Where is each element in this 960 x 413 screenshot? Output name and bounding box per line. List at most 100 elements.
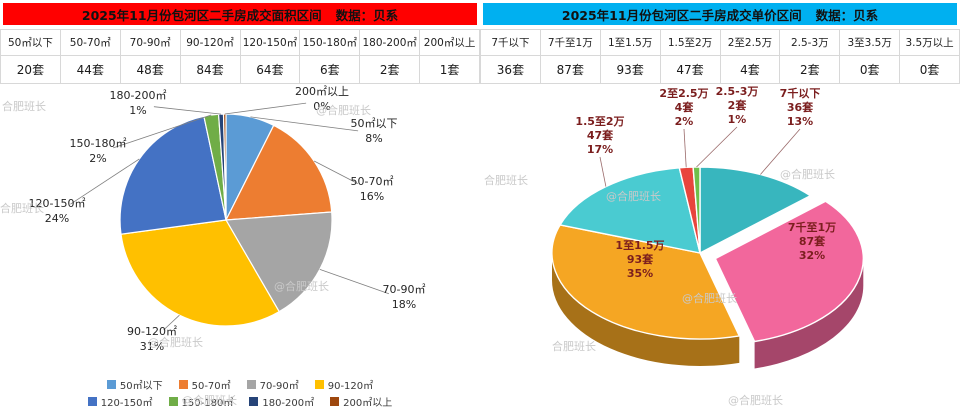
legend-label: 50-70㎡ [191, 381, 231, 392]
legend-label: 90-120㎡ [327, 381, 374, 392]
count-cell: 47套 [659, 55, 721, 84]
slice-label: 90-120㎡ [127, 325, 177, 338]
legend-label: 150-180㎡ [181, 398, 234, 409]
category-cell: 2.5-3万 [779, 29, 841, 56]
legend-row: 120-150㎡ 150-180㎡ 180-200㎡ 200㎡以上 [87, 394, 392, 409]
count-cell: 2套 [779, 55, 841, 84]
label-leader-line [313, 160, 358, 184]
slice-label: 2.5-3万 [716, 85, 759, 98]
legend-item: 90-120㎡ [314, 377, 374, 392]
category-cell: 50-70㎡ [59, 29, 121, 56]
slice-label: 24% [45, 212, 69, 225]
slice-label: 4套 [675, 100, 695, 114]
pie-slice [714, 200, 864, 343]
legend-swatch-icon [106, 380, 116, 389]
count-cell: 44套 [59, 55, 121, 84]
count-cell: 6套 [299, 55, 361, 84]
legend-item: 70-90㎡ [246, 377, 299, 392]
legend-label: 70-90㎡ [259, 381, 299, 392]
page-title: 2025年11月份包河区二手房成交面积区间 [81, 7, 322, 23]
category-cell: 50㎡以下 [0, 29, 61, 56]
table-value-row: 36套 87套 93套 47套 4套 2套 0套 0套 [480, 55, 960, 84]
legend-row: 50㎡以下 50-70㎡ 70-90㎡ 90-120㎡ [106, 377, 374, 392]
label-leader-line [319, 269, 390, 295]
slice-label: 1.5至2万 [575, 115, 624, 128]
label-leader-line [696, 126, 738, 168]
panel-title-bar: 2025年11月份包河区二手房成交单价区间 数据：贝系 [483, 3, 957, 25]
legend-swatch-icon [246, 380, 256, 389]
slice-label: 1至1.5万 [615, 239, 664, 252]
price-pie-chart-3d: 7千以下36套13%7千至1万87套32%1至1.5万93套35%1.5至2万4… [551, 85, 864, 369]
label-leader-line [163, 314, 180, 331]
count-cell: 84套 [179, 55, 241, 84]
category-cell: 1至1.5万 [599, 29, 661, 56]
slice-label: 200㎡以上 [295, 85, 349, 98]
slice-label: 47套 [587, 128, 614, 142]
pie-slice-side [754, 258, 864, 369]
category-cell: 2至2.5万 [719, 29, 781, 56]
legend-item: 200㎡以上 [330, 394, 392, 409]
legend-label: 180-200㎡ [262, 398, 315, 409]
slice-label: 35% [627, 267, 653, 280]
label-leader-line [683, 128, 687, 168]
panel-price-distribution: 2025年11月份包河区二手房成交单价区间 数据：贝系 7千以下 7千至1万 1至1… [480, 0, 960, 413]
legend-swatch-icon [178, 380, 188, 389]
category-cell: 180-200㎡ [359, 29, 421, 56]
slice-label: 32% [799, 249, 825, 262]
count-cell: 36套 [480, 55, 541, 84]
legend-item: 180-200㎡ [249, 394, 314, 409]
table-header-row: 50㎡以下 50-70㎡ 70-90㎡ 90-120㎡ 120-150㎡ 150-180㎡… [0, 29, 480, 56]
label-leader-line [599, 156, 607, 187]
category-cell: 70-90㎡ [119, 29, 181, 56]
panel-area-distribution: 2025年11月份包河区二手房成交面积区间 数据：贝系 50㎡以下 50-70㎡ 7… [0, 0, 481, 413]
page-title: 2025年11月份包河区二手房成交单价区间 [561, 7, 802, 23]
count-cell: 93套 [599, 55, 661, 84]
count-cell: 0套 [899, 55, 960, 84]
category-cell: 90-120㎡ [179, 29, 241, 56]
legend-swatch-icon [314, 380, 324, 389]
table-header-row: 7千以下 7千至1万 1至1.5万 1.5至2万 2至2.5万 2.5-3万 3至3.5万 3… [480, 29, 960, 56]
label-leader-line [113, 114, 212, 149]
slice-label: 0% [313, 100, 330, 113]
slice-label: 13% [787, 115, 813, 128]
slice-label: 50㎡以下 [351, 117, 398, 130]
slice-label: 50-70㎡ [351, 175, 394, 188]
data-source-label: 数据：贝系 [335, 7, 399, 23]
category-cell: 3.5万以上 [899, 29, 960, 56]
area-pie-chart: 50㎡以下 8% 50-70㎡ 16% 70-90㎡ 18% 90-120㎡ 31% 120-1… [29, 85, 426, 353]
legend-swatch-icon [330, 397, 340, 406]
category-cell: 3至3.5万 [839, 29, 901, 56]
chart-legend: 50㎡以下 50-70㎡ 70-90㎡ 90-120㎡ 120-150㎡ 150-180㎡… [0, 377, 480, 409]
pie-slice [120, 219, 281, 327]
pie-slice-side [552, 253, 740, 366]
pie-slice [551, 224, 741, 340]
count-cell: 48套 [119, 55, 181, 84]
pie-slice [699, 166, 812, 255]
legend-label: 50㎡以下 [119, 381, 163, 392]
pie-slice [119, 115, 227, 235]
legend-swatch-icon [87, 397, 97, 406]
slice-label: 2至2.5万 [659, 87, 708, 100]
label-leader-line [70, 158, 140, 205]
slice-label: 2% [89, 152, 106, 165]
slice-label: 87套 [799, 234, 826, 248]
slice-label: 17% [587, 143, 613, 156]
slice-label: 180-200㎡ [110, 89, 167, 102]
count-cell: 87套 [539, 55, 601, 84]
area-summary-table: 50㎡以下 50-70㎡ 70-90㎡ 90-120㎡ 120-150㎡ 150-180㎡… [0, 29, 480, 84]
count-cell: 1套 [419, 55, 480, 84]
price-summary-table: 7千以下 7千至1万 1至1.5万 1.5至2万 2至2.5万 2.5-3万 3至3.5万 3… [480, 29, 960, 84]
slice-label: 2套 [728, 98, 748, 112]
slice-label: 1% [129, 104, 146, 117]
table-value-row: 20套 44套 48套 84套 64套 6套 2套 1套 [0, 55, 480, 84]
slice-label: 18% [392, 298, 416, 311]
label-leader-line [250, 116, 359, 132]
category-cell: 150-180㎡ [299, 29, 361, 56]
legend-item: 120-150㎡ [87, 394, 153, 409]
legend-swatch-icon [168, 397, 178, 406]
slice-label: 16% [360, 190, 384, 203]
legend-item: 50-70㎡ [178, 377, 231, 392]
slice-label: 7千以下 [780, 86, 821, 100]
legend-item: 50㎡以下 [106, 377, 163, 392]
count-cell: 0套 [839, 55, 901, 84]
